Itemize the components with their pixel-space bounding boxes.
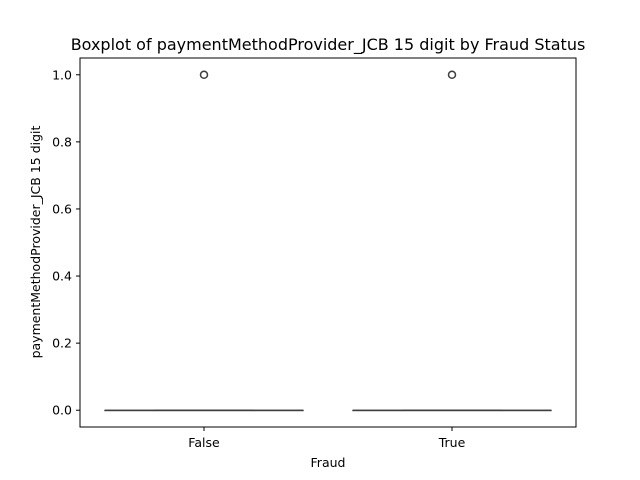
y-tick-label: 1.0	[52, 67, 72, 82]
x-axis: False True	[188, 427, 466, 450]
y-tick-label: 0.6	[52, 201, 72, 216]
chart-title: Boxplot of paymentMethodProvider_JCB 15 …	[71, 35, 586, 55]
y-tick-label: 0.0	[52, 403, 72, 418]
outlier-point	[447, 70, 457, 80]
plot-area	[79, 57, 577, 428]
x-axis-label: Fraud	[311, 455, 346, 470]
y-axis: 0.0 0.2 0.4 0.6 0.8 1.0	[52, 67, 80, 418]
x-tick-label: True	[438, 435, 466, 450]
box-false	[104, 70, 304, 412]
box-true	[352, 70, 552, 412]
x-tick-label: False	[188, 435, 220, 450]
y-tick-label: 0.2	[52, 336, 72, 351]
boxes-layer	[104, 70, 552, 412]
y-axis-label: paymentMethodProvider_JCB 15 digit	[28, 125, 43, 358]
y-tick-label: 0.8	[52, 134, 72, 149]
y-tick-label: 0.4	[52, 269, 72, 284]
outlier-point	[199, 70, 209, 80]
